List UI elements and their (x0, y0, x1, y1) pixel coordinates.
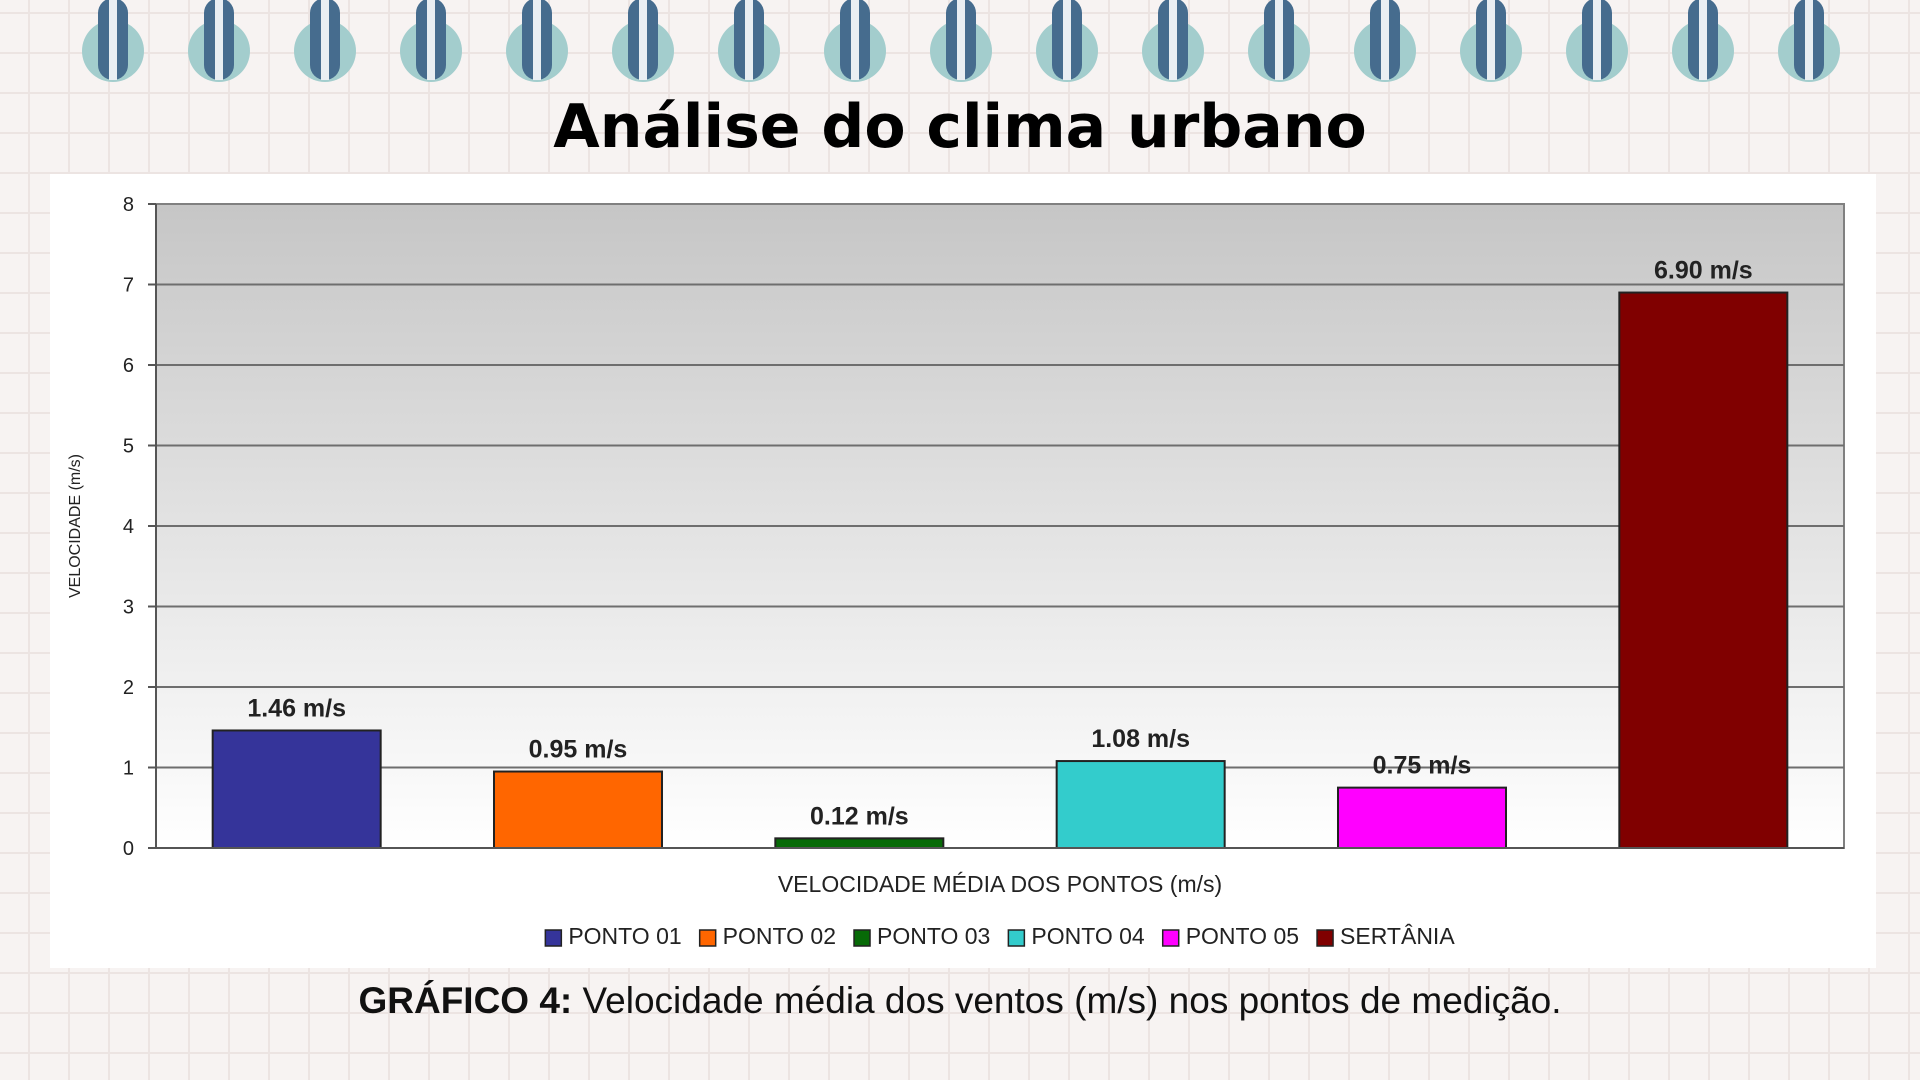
binding-wire (946, 0, 976, 80)
bar (774, 837, 945, 850)
y-tick-label: 2 (123, 677, 134, 699)
legend-label: PONTO 01 (568, 923, 681, 949)
binding-ring (294, 0, 356, 82)
y-axis-title: VELOCIDADE (m/s) (67, 454, 84, 598)
caption-label: GRÁFICO 4: (358, 980, 573, 1021)
y-tick-label: 1 (123, 758, 134, 780)
binding-wire (204, 0, 234, 80)
legend-swatch (1316, 929, 1334, 947)
binding-ring (1778, 0, 1840, 82)
legend-swatch (853, 929, 871, 947)
bar (211, 729, 382, 849)
legend-label: PONTO 04 (1031, 923, 1145, 949)
binding-wire (1476, 0, 1506, 80)
bar (1055, 760, 1226, 849)
legend-label: PONTO 05 (1186, 923, 1299, 949)
binding-wire (1158, 0, 1188, 80)
binding-ring (1460, 0, 1522, 82)
binding-wire (1794, 0, 1824, 80)
binding-ring (82, 0, 144, 82)
bar (493, 770, 663, 850)
binding-ring (506, 0, 568, 82)
caption-text: Velocidade média dos ventos (m/s) nos po… (572, 980, 1562, 1021)
binding-wire (416, 0, 446, 80)
binding-wire (1052, 0, 1082, 80)
y-tick-label: 3 (123, 597, 134, 619)
binding-ring (188, 0, 250, 82)
binding-ring (1248, 0, 1310, 82)
binding-wire (734, 0, 764, 80)
chart-panel: 0 1 2 3 4 5 6 7 8 1.46 m/s 0.95 m/s 0.12 m/s 1.08 m… (50, 174, 1876, 968)
binding-ring (718, 0, 780, 82)
gridlines (156, 283, 1844, 769)
binding-ring (1566, 0, 1628, 82)
y-tick-label: 4 (123, 516, 134, 538)
binding-wire (840, 0, 870, 80)
binding-ring (400, 0, 462, 82)
bars (211, 291, 1789, 850)
binding-ring (612, 0, 674, 82)
legend-swatch (698, 929, 717, 947)
binding-wire (1370, 0, 1400, 80)
legend-swatch (1007, 929, 1026, 947)
data-label: 0.12 m/s (810, 802, 909, 830)
binding-ring (930, 0, 992, 82)
legend-label: PONTO 03 (877, 923, 990, 949)
notebook-binding (0, 0, 1920, 90)
binding-ring (1354, 0, 1416, 82)
x-axis-title: VELOCIDADE MÉDIA DOS PONTOS (m/s) (778, 871, 1222, 897)
bar-chart: 0 1 2 3 4 5 6 7 8 1.46 m/s 0.95 m/s 0.12 m/s 1.08 m… (67, 194, 1845, 949)
y-tick-label: 5 (123, 436, 134, 458)
data-label: 1.08 m/s (1091, 725, 1190, 753)
y-tick-label: 6 (123, 355, 134, 377)
y-axis-ticks: 0 1 2 3 4 5 6 7 8 (123, 194, 156, 860)
binding-ring (824, 0, 886, 82)
data-label: 0.75 m/s (1373, 752, 1472, 780)
binding-wire (628, 0, 658, 80)
binding-wire (98, 0, 128, 80)
binding-wire (1582, 0, 1612, 80)
figure-caption: GRÁFICO 4: Velocidade média dos ventos (… (0, 980, 1920, 1022)
binding-ring (1142, 0, 1204, 82)
data-label: 0.95 m/s (529, 736, 628, 764)
legend-label: SERTÂNIA (1340, 923, 1455, 949)
bar (1618, 291, 1789, 850)
binding-ring (1672, 0, 1734, 82)
binding-wire (310, 0, 340, 80)
binding-wire (522, 0, 552, 80)
legend: PONTO 01 PONTO 02 PONTO 03 PONTO 04 PONTO 05… (544, 923, 1455, 949)
legend-label: PONTO 02 (723, 923, 836, 949)
y-tick-label: 0 (123, 838, 134, 860)
page-title: Análise do clima urbano (553, 92, 1367, 162)
y-tick-label: 7 (123, 275, 134, 297)
y-tick-label: 8 (123, 194, 134, 216)
binding-wire (1688, 0, 1718, 80)
legend-swatch (544, 929, 563, 947)
binding-ring (1036, 0, 1098, 82)
legend-swatch (1161, 929, 1180, 947)
data-label: 6.90 m/s (1654, 257, 1753, 285)
bar (1337, 786, 1507, 849)
data-labels: 1.46 m/s 0.95 m/s 0.12 m/s 1.08 m/s 0.75 m/s… (247, 257, 1752, 831)
binding-wire (1264, 0, 1294, 80)
data-label: 1.46 m/s (247, 694, 346, 722)
